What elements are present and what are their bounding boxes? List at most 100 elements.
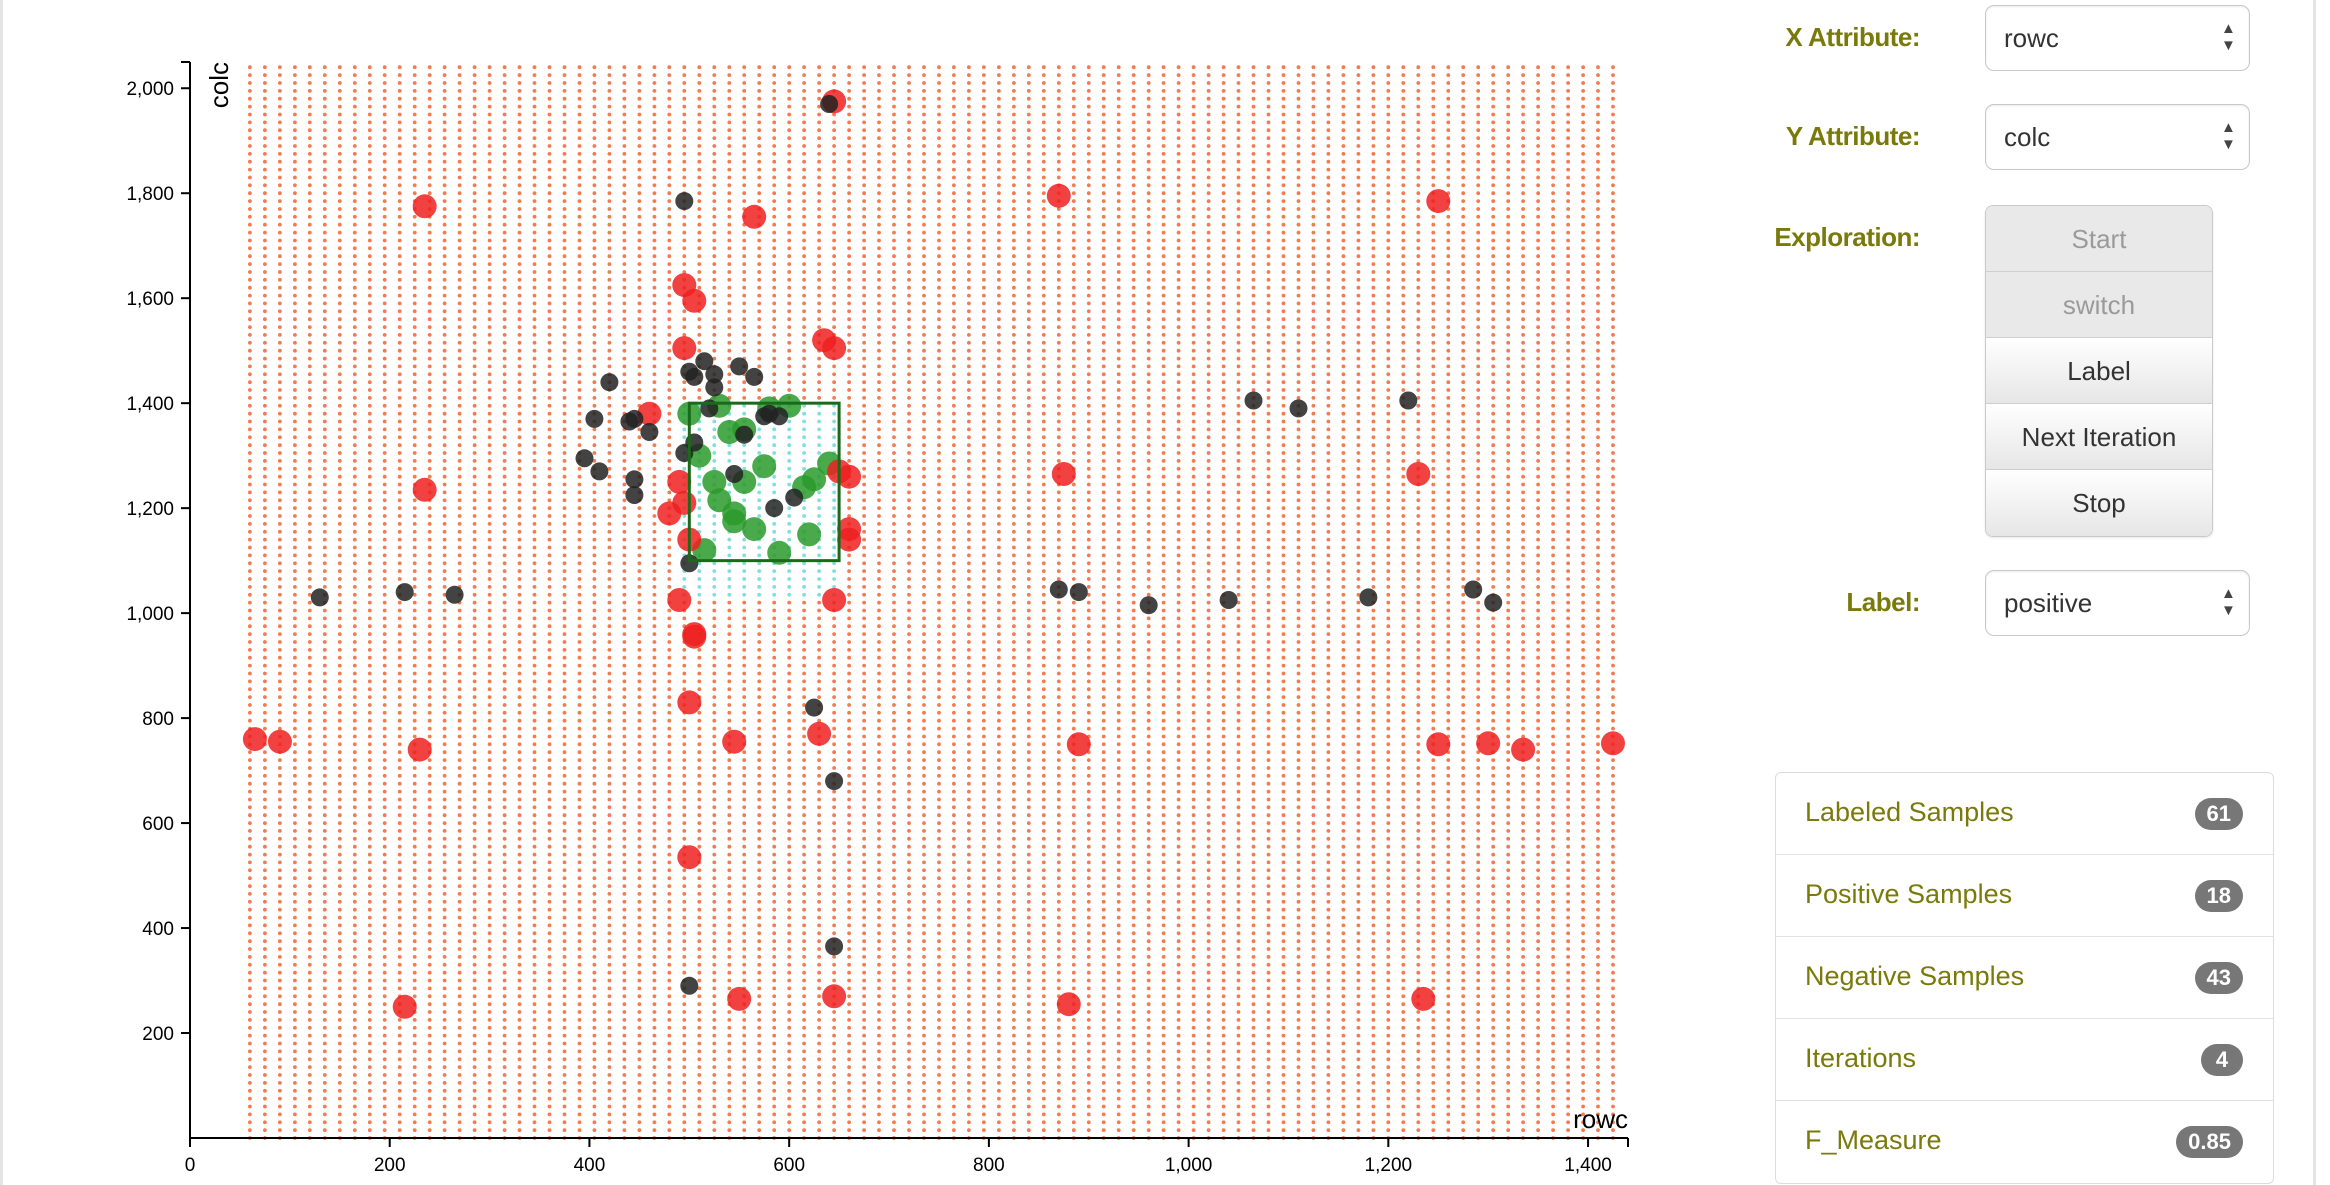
grid-dot	[622, 632, 627, 636]
grid-dot	[382, 1033, 387, 1038]
grid-dot	[652, 277, 657, 282]
scatter-plot[interactable]: 0 200 400 600 800 1,000 1,200 1,400 20040060080…	[0, 0, 1660, 1185]
grid-dot	[442, 388, 447, 392]
grid-dot	[502, 262, 507, 266]
grid-dot	[307, 600, 312, 605]
grid-dot	[457, 325, 462, 329]
grid-dot	[382, 947, 387, 951]
grid-dot	[637, 892, 642, 896]
grid-dot	[442, 380, 447, 385]
grid-dot	[637, 821, 642, 825]
grid-dot	[667, 65, 672, 70]
grid-dot	[337, 340, 342, 345]
grid-dot	[293, 474, 297, 479]
grid-dot	[502, 671, 507, 676]
grid-dot	[697, 159, 702, 164]
grid-dot	[622, 498, 627, 503]
grid-dot	[382, 750, 387, 755]
grid-dot	[577, 1010, 582, 1014]
grid-dot	[697, 1081, 702, 1085]
grid-dot	[532, 923, 537, 928]
grid-dot	[412, 396, 417, 400]
grid-dot	[487, 899, 492, 904]
grid-dot	[622, 443, 627, 448]
grid-dot	[248, 592, 252, 597]
grid-dot	[712, 640, 717, 644]
grid-dot	[727, 703, 732, 707]
grid-dot	[248, 1128, 252, 1132]
grid-dot	[457, 663, 462, 668]
grid-dot	[457, 144, 462, 148]
grid-dot	[592, 309, 597, 314]
grid-dot	[293, 466, 297, 471]
grid-dot	[293, 73, 297, 77]
grid-dot	[652, 1120, 657, 1125]
grid-dot	[427, 459, 432, 463]
grid-dot	[727, 695, 732, 699]
grid-dot	[487, 1112, 492, 1117]
grid-dot	[637, 317, 642, 322]
grid-dot	[592, 514, 597, 518]
grid-dot	[592, 655, 597, 660]
grid-dot	[592, 506, 597, 510]
grid-dot	[772, 718, 777, 723]
grid-dot	[307, 396, 312, 400]
grid-dot	[293, 962, 297, 967]
grid-dot	[787, 892, 792, 896]
grid-dot	[667, 994, 672, 999]
grid-dot	[382, 1057, 387, 1062]
grid-dot	[727, 978, 732, 983]
grid-dot	[472, 270, 477, 274]
grid-dot	[637, 340, 642, 345]
grid-dot	[502, 1104, 507, 1109]
grid-dot	[427, 230, 432, 235]
grid-dot	[248, 781, 252, 786]
grid-dot	[637, 939, 642, 944]
grid-dot	[442, 152, 447, 156]
grid-dot	[562, 585, 567, 589]
grid-dot	[397, 317, 402, 322]
grid-dot	[727, 238, 732, 243]
grid-dot	[427, 309, 432, 314]
grid-dot	[697, 128, 702, 133]
grid-dot	[278, 199, 282, 204]
grid-dot	[697, 781, 702, 786]
grid-dot	[487, 285, 492, 290]
grid-dot	[293, 671, 297, 676]
grid-dot	[667, 868, 672, 873]
grid-dot	[592, 553, 597, 558]
grid-dot	[293, 994, 297, 999]
grid-dot	[263, 1041, 267, 1046]
grid-dot	[547, 152, 552, 156]
grid-dot	[487, 1128, 492, 1132]
grid-dot	[607, 962, 612, 967]
grid-dot	[667, 718, 672, 723]
grid-dot	[457, 65, 462, 70]
grid-dot	[263, 718, 267, 723]
grid-dot	[547, 301, 552, 306]
grid-dot	[263, 214, 267, 219]
grid-dot	[577, 742, 582, 747]
grid-dot	[787, 947, 792, 951]
grid-dot	[772, 1088, 777, 1093]
grid-dot	[532, 144, 537, 148]
grid-dot	[412, 529, 417, 534]
grid-dot	[652, 459, 657, 463]
grid-dot	[637, 750, 642, 755]
grid-dot	[293, 561, 297, 566]
grid-dot	[248, 128, 252, 133]
grid-dot	[487, 411, 492, 416]
grid-dot	[442, 175, 447, 180]
grid-dot	[712, 1112, 717, 1117]
grid-dot	[397, 844, 402, 849]
grid-dot	[667, 73, 672, 77]
grid-dot	[248, 789, 252, 794]
grid-dot	[712, 270, 717, 274]
grid-dot	[577, 577, 582, 581]
grid-dot	[502, 829, 507, 833]
grid-dot	[248, 340, 252, 345]
grid-dot	[337, 451, 342, 455]
grid-dot	[502, 537, 507, 542]
grid-dot	[562, 167, 567, 172]
grid-dot	[757, 821, 762, 825]
